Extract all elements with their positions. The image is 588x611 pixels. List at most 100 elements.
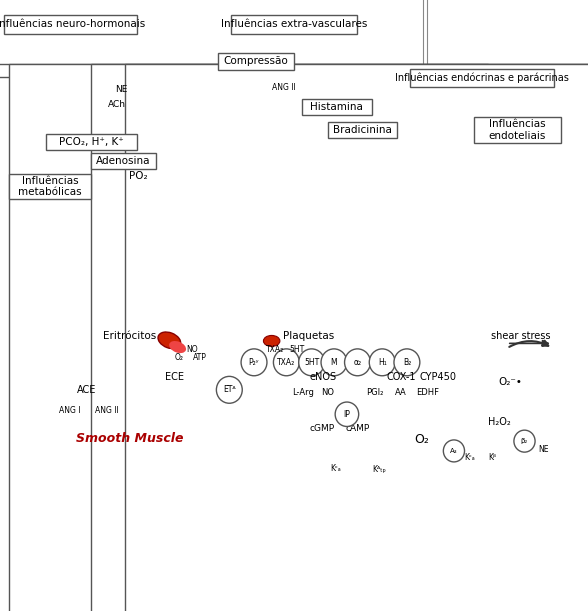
- FancyBboxPatch shape: [0, 0, 423, 415]
- Circle shape: [165, 403, 194, 433]
- Text: Eritrócitos: Eritrócitos: [103, 331, 156, 341]
- FancyBboxPatch shape: [0, 77, 397, 611]
- Ellipse shape: [158, 332, 181, 349]
- Circle shape: [443, 440, 465, 462]
- Circle shape: [32, 429, 56, 453]
- Circle shape: [29, 61, 188, 226]
- Text: Kᴬₜₚ: Kᴬₜₚ: [372, 465, 386, 474]
- Text: H₂: H₂: [124, 450, 132, 456]
- Ellipse shape: [169, 341, 186, 353]
- Text: M: M: [330, 358, 338, 367]
- Text: IP: IP: [343, 410, 350, 419]
- Text: Influências
endoteliais: Influências endoteliais: [489, 119, 546, 141]
- Text: ET-1: ET-1: [172, 387, 190, 395]
- Text: ECE: ECE: [165, 372, 184, 382]
- FancyBboxPatch shape: [0, 0, 427, 400]
- Text: 5HT: 5HT: [64, 415, 78, 421]
- Text: Plaquetas: Plaquetas: [283, 331, 335, 341]
- Text: Kᶜₐ: Kᶜₐ: [464, 453, 475, 461]
- FancyBboxPatch shape: [302, 99, 372, 115]
- Text: O₂: O₂: [175, 353, 184, 362]
- FancyBboxPatch shape: [4, 15, 136, 34]
- Text: Kᶜₐ: Kᶜₐ: [257, 450, 268, 458]
- Text: Smooth Muscle: Smooth Muscle: [76, 432, 183, 445]
- Bar: [255, 445, 270, 463]
- Circle shape: [153, 440, 179, 467]
- Circle shape: [273, 349, 299, 376]
- FancyBboxPatch shape: [0, 0, 588, 398]
- Text: EDHF: EDHF: [416, 388, 440, 397]
- Bar: [290, 445, 310, 463]
- Circle shape: [369, 349, 395, 376]
- Circle shape: [90, 440, 116, 467]
- Polygon shape: [47, 495, 576, 573]
- Ellipse shape: [263, 335, 280, 346]
- FancyBboxPatch shape: [328, 122, 397, 138]
- Text: Influências extra-vasculares: Influências extra-vasculares: [221, 20, 367, 29]
- Text: Bradicinina: Bradicinina: [333, 125, 392, 135]
- Text: shear stress: shear stress: [491, 331, 551, 341]
- Circle shape: [216, 376, 242, 403]
- Text: AA: AA: [395, 388, 407, 397]
- Circle shape: [32, 429, 56, 453]
- Text: A₃: A₃: [450, 448, 457, 454]
- Text: Influências
metabólicas: Influências metabólicas: [18, 175, 82, 197]
- Text: ATP: ATP: [234, 521, 260, 534]
- Text: cAMP: cAMP: [345, 425, 370, 433]
- Circle shape: [299, 349, 325, 376]
- Polygon shape: [109, 61, 482, 226]
- FancyBboxPatch shape: [46, 134, 136, 150]
- Text: P₂ˣ: P₂ˣ: [161, 450, 171, 456]
- Text: Endothelium: Endothelium: [38, 371, 121, 384]
- FancyBboxPatch shape: [125, 64, 588, 611]
- FancyBboxPatch shape: [6, 3, 582, 304]
- Text: CYP450: CYP450: [420, 372, 456, 382]
- Text: adenosine: adenosine: [350, 507, 397, 516]
- Circle shape: [28, 403, 57, 433]
- Text: TXA₂: TXA₂: [34, 415, 51, 421]
- FancyBboxPatch shape: [230, 15, 358, 34]
- Text: CO₂: CO₂: [306, 506, 323, 514]
- Circle shape: [53, 86, 165, 202]
- Text: ACE: ACE: [77, 385, 96, 395]
- FancyBboxPatch shape: [410, 69, 554, 87]
- Circle shape: [103, 403, 132, 433]
- Bar: [318, 462, 338, 472]
- Text: ANG II: ANG II: [272, 83, 295, 92]
- Text: NO: NO: [322, 388, 335, 397]
- Circle shape: [133, 403, 163, 433]
- Text: ANG I: ANG I: [59, 406, 80, 415]
- FancyBboxPatch shape: [9, 64, 588, 611]
- Text: L-Arg: L-Arg: [292, 388, 314, 397]
- Text: AT₁: AT₁: [112, 415, 123, 421]
- Polygon shape: [12, 403, 235, 480]
- Text: COX-1: COX-1: [386, 372, 416, 382]
- Text: α₂: α₂: [353, 358, 362, 367]
- Text: ACh: ACh: [108, 100, 126, 109]
- Ellipse shape: [226, 512, 268, 543]
- Text: 5HT: 5HT: [304, 358, 319, 367]
- Text: ETᴬ: ETᴬ: [142, 415, 154, 421]
- Text: M: M: [26, 439, 32, 444]
- Text: TXA₂: TXA₂: [266, 345, 285, 354]
- Text: NE: NE: [538, 445, 549, 453]
- Circle shape: [335, 402, 359, 426]
- Bar: [476, 452, 496, 462]
- Polygon shape: [109, 119, 482, 176]
- Text: ATP: ATP: [193, 353, 207, 362]
- FancyBboxPatch shape: [218, 53, 294, 70]
- Polygon shape: [109, 86, 482, 205]
- Text: O₂: O₂: [415, 433, 430, 447]
- FancyBboxPatch shape: [474, 117, 561, 143]
- Text: ETᴬ: ETᴬ: [173, 415, 185, 421]
- Text: Cardiomyocyte: Cardiomyocyte: [38, 518, 136, 531]
- Text: PCO₂, H⁺, K⁺: PCO₂, H⁺, K⁺: [59, 137, 123, 147]
- Text: H₂O₂: H₂O₂: [489, 417, 511, 426]
- Text: PO₂: PO₂: [129, 171, 148, 181]
- Text: O₂⁻•: O₂⁻•: [499, 378, 522, 387]
- Text: H₁: H₁: [99, 450, 107, 456]
- Circle shape: [345, 349, 370, 376]
- FancyBboxPatch shape: [91, 153, 156, 169]
- Text: Histamina: Histamina: [310, 102, 363, 112]
- Text: NO: NO: [186, 345, 198, 354]
